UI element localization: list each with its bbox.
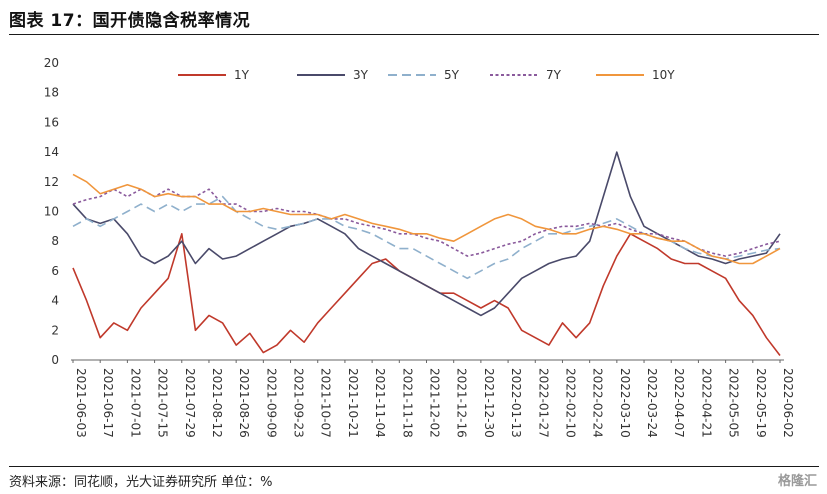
x-tick-label: 2021-12-30 (482, 368, 496, 438)
x-tick-label: 2021-12-16 (455, 368, 469, 438)
x-tick-label: 2021-11-04 (373, 368, 387, 438)
x-tick-label: 2021-08-26 (237, 368, 251, 438)
x-tick-label: 2022-03-10 (618, 368, 632, 438)
x-tick-label: 2021-07-15 (156, 368, 170, 438)
title-rule (9, 34, 819, 35)
source-note: 资料来源：同花顺，光大证券研究所 单位：% (9, 475, 273, 490)
x-axis: 2021-06-03 2021-06-17 2021-07-01 2021-07-15… (71, 359, 795, 438)
legend-label-3y: 3Y (353, 68, 369, 82)
series-line-3y (72, 151, 781, 317)
y-tick-label: 12 (44, 175, 59, 189)
x-tick-label: 2021-10-21 (346, 368, 360, 438)
series-line-7y (72, 188, 781, 257)
x-tick-label: 2022-06-02 (781, 368, 795, 438)
series-layer (72, 151, 781, 356)
x-tick-label: 2022-04-21 (699, 368, 713, 438)
y-tick-label: 2 (51, 323, 59, 337)
x-tick-label: 2021-07-29 (183, 368, 197, 438)
x-tick-label: 2022-02-10 (563, 368, 577, 438)
x-tick-label: 2021-08-12 (210, 368, 224, 438)
x-tick-label: 2021-06-17 (101, 368, 115, 438)
x-tick-label: 2021-12-02 (428, 368, 442, 438)
y-tick-label: 0 (51, 353, 59, 367)
x-tick-label: 2022-05-19 (754, 368, 768, 438)
x-tick-label: 2021-07-01 (128, 368, 142, 438)
footer-rule (9, 466, 819, 467)
legend-label-10y: 10Y (652, 68, 675, 82)
series-line-10y (72, 173, 781, 265)
y-tick-label: 4 (51, 294, 59, 308)
y-axis: 0 2 4 6 8 10 12 14 16 18 20 (44, 56, 59, 367)
x-tick-label: 2021-11-18 (400, 368, 414, 438)
x-tick-label: 2022-01-27 (536, 368, 550, 438)
y-tick-label: 14 (44, 145, 59, 159)
x-tick-label: 2022-04-07 (672, 368, 686, 438)
chart-title: 图表 17：国开债隐含税率情况 (9, 11, 251, 31)
y-tick-label: 6 (51, 264, 59, 278)
legend-label-5y: 5Y (444, 68, 460, 82)
x-tick-label: 2022-01-13 (509, 368, 523, 438)
x-tick-label: 2021-06-03 (74, 368, 88, 438)
y-tick-label: 16 (44, 115, 59, 129)
y-tick-label: 8 (51, 234, 59, 248)
y-tick-label: 10 (44, 205, 59, 219)
legend-label-1y: 1Y (234, 68, 250, 82)
x-tick-label: 2022-05-05 (727, 368, 741, 438)
legend-label-7y: 7Y (546, 68, 562, 82)
series-line-1y (72, 233, 781, 356)
x-tick-label: 2021-09-23 (292, 368, 306, 438)
watermark-logo: 格隆汇 (777, 474, 817, 489)
legend: 1Y 3Y 5Y 7Y 10Y (178, 68, 675, 82)
x-tick-label: 2021-09-09 (264, 368, 278, 438)
x-tick-label: 2021-10-07 (319, 368, 333, 438)
y-tick-label: 18 (44, 86, 59, 100)
y-tick-label: 20 (44, 56, 59, 70)
x-tick-label: 2022-02-24 (591, 368, 605, 438)
x-tick-label: 2022-03-24 (645, 368, 659, 438)
